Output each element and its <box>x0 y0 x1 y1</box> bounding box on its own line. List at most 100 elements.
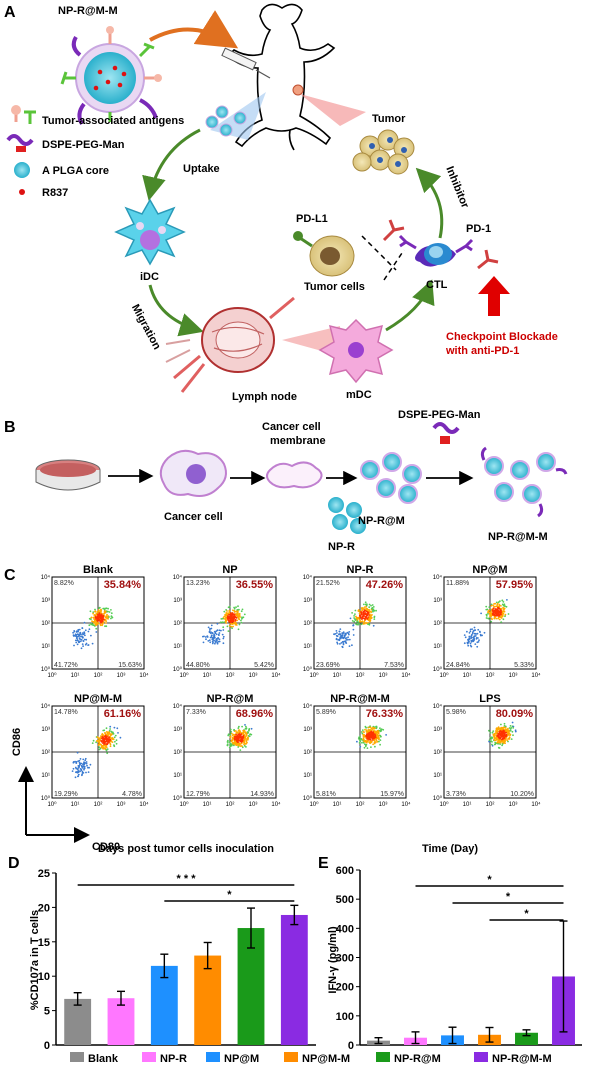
checkpoint-arrow <box>478 276 510 316</box>
peg-legend-icon <box>6 134 34 152</box>
flow-y-tick: 10⁰ <box>41 666 51 673</box>
flow-y-tick: 10¹ <box>433 773 442 779</box>
legend-swatch <box>284 1052 298 1062</box>
flow-dot <box>368 738 370 741</box>
flow-dot <box>216 642 219 645</box>
uptake-label: Uptake <box>183 163 220 175</box>
flow-dot <box>218 640 221 643</box>
flow-dot <box>480 612 482 615</box>
panel-e-ylabel: IFN-γ (pg/ml) <box>327 926 339 994</box>
flow-dot <box>204 636 207 638</box>
flow-dot <box>240 619 242 622</box>
membrane-label-2: membrane <box>270 435 326 447</box>
antibody-icon <box>382 219 499 270</box>
flow-dot <box>87 771 90 773</box>
flow-dot <box>111 733 113 735</box>
flow-dot <box>84 757 87 760</box>
flow-x-tick: 10³ <box>117 673 126 679</box>
q2-percent: 47.26% <box>366 579 404 591</box>
flow-dots <box>202 605 246 645</box>
flow-dot <box>101 745 103 747</box>
flow-dot <box>509 729 512 732</box>
flow-dot <box>505 735 508 737</box>
flow-dot <box>107 733 109 736</box>
flow-dot <box>91 742 94 744</box>
flow-dot <box>216 622 219 625</box>
flow-dot <box>503 732 505 735</box>
flow-dot <box>371 609 374 611</box>
flow-dot <box>338 630 341 633</box>
flow-dot <box>221 633 224 636</box>
flow-dot <box>207 640 210 642</box>
flow-dot <box>85 761 88 763</box>
flow-dot <box>93 618 95 620</box>
flow-dot <box>498 614 501 616</box>
flow-dot <box>359 745 362 748</box>
flow-y-tick: 10³ <box>41 598 50 604</box>
flow-dot <box>109 725 112 728</box>
legend-plga: A PLGA core <box>42 165 109 177</box>
flow-dot <box>342 643 345 646</box>
flow-dot <box>88 624 91 627</box>
flow-dot <box>497 617 499 620</box>
flow-dot <box>235 731 238 734</box>
flow-dot <box>97 619 100 621</box>
flow-dot <box>104 625 106 628</box>
flow-dot <box>96 616 99 619</box>
flow-dot <box>97 609 100 611</box>
flow-dot <box>229 618 232 620</box>
flow-dot <box>490 603 493 606</box>
flow-dot <box>107 740 110 743</box>
flow-dot <box>501 732 504 734</box>
flow-dot <box>211 632 214 635</box>
flow-dot <box>77 641 80 644</box>
flow-dot <box>379 727 381 730</box>
flow-dot <box>233 744 235 747</box>
flow-dot <box>104 732 107 735</box>
flow-y-tick: 10⁰ <box>41 795 51 802</box>
flow-dot <box>99 735 102 737</box>
flow-dot <box>108 611 111 613</box>
flow-dot <box>367 623 369 626</box>
flow-dot <box>244 736 247 738</box>
flow-dot <box>360 611 363 613</box>
flow-dot <box>240 618 243 620</box>
significance-stars: * <box>506 891 511 903</box>
flow-y-tick: 10⁰ <box>433 795 443 802</box>
flow-dot <box>511 730 514 733</box>
flow-dot <box>500 728 502 730</box>
flow-dot <box>495 731 498 733</box>
flow-dot <box>504 726 506 729</box>
flow-dot <box>103 740 105 743</box>
flow-dot <box>476 632 479 635</box>
flow-y-tick: 10³ <box>433 727 442 733</box>
flow-dot <box>98 616 100 619</box>
flow-dot <box>362 623 365 625</box>
flow-dot <box>75 634 78 636</box>
flow-dot <box>248 729 250 732</box>
flow-dot <box>359 619 361 622</box>
legend-swatch <box>206 1052 220 1062</box>
flow-dot <box>103 608 106 611</box>
flow-dot <box>108 616 110 618</box>
cd86-label: CD86 <box>11 728 23 756</box>
membrane-label-1: Cancer cell <box>262 421 321 433</box>
flow-dot <box>216 629 219 632</box>
flow-dot <box>92 612 94 615</box>
flow-dot <box>111 731 114 734</box>
flow-dot <box>373 609 376 612</box>
flow-dot <box>494 612 497 615</box>
flow-dot <box>364 744 367 746</box>
flow-dot <box>105 607 108 610</box>
flow-dot <box>483 631 486 634</box>
flow-x-tick: 10⁴ <box>139 801 149 808</box>
flow-dot <box>374 734 376 736</box>
flow-y-tick: 10¹ <box>41 773 50 779</box>
flow-dot <box>88 617 91 620</box>
flow-dot <box>355 623 358 626</box>
flow-dot <box>512 734 514 737</box>
flow-dot <box>366 733 369 735</box>
flow-dot <box>88 766 90 769</box>
flow-dot <box>339 643 341 645</box>
panel-d-chart: D Days post tumor cells inoculation %CD1… <box>8 843 316 1052</box>
